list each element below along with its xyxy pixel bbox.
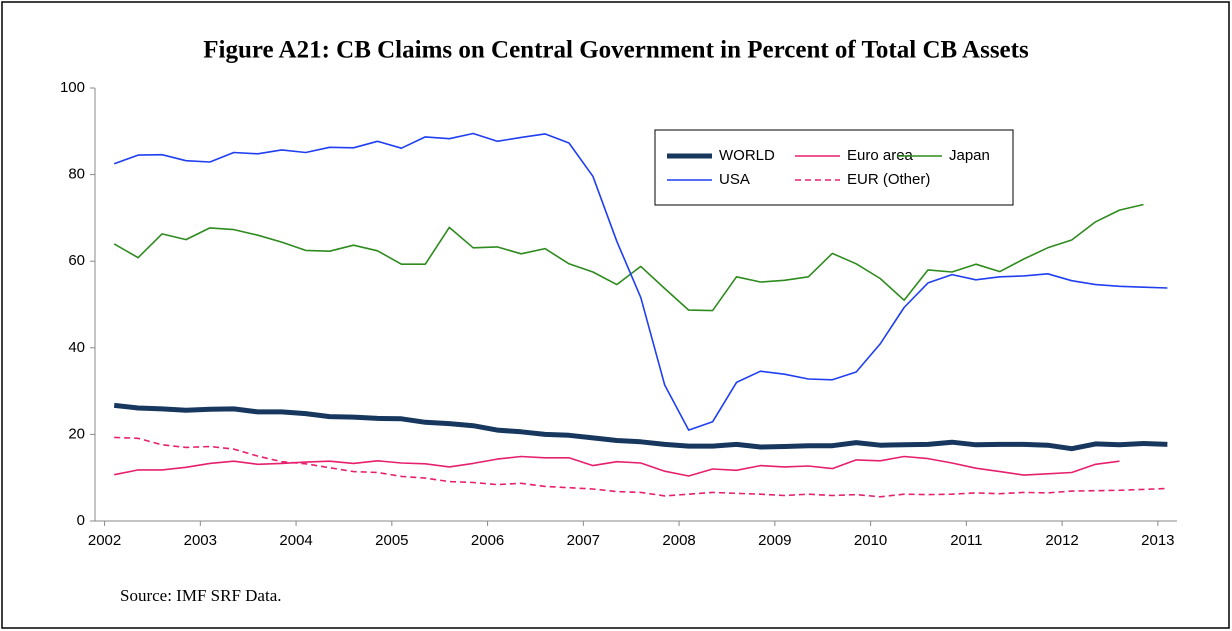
x-tick-label: 2007 [567, 532, 600, 549]
y-tick-label: 40 [68, 339, 85, 356]
y-tick-label: 100 [60, 79, 85, 96]
series-line [113, 402, 1168, 452]
x-tick-label: 2008 [662, 532, 695, 549]
x-tick-label: 2003 [184, 532, 217, 549]
legend-label: WORLD [719, 147, 775, 164]
series-line [113, 132, 1168, 431]
series-line [113, 203, 1144, 312]
legend-label: Euro area [847, 147, 914, 164]
x-tick-label: 2004 [279, 532, 312, 549]
x-tick-label: 2005 [375, 532, 408, 549]
legend-label: EUR (Other) [847, 171, 930, 188]
x-tick-label: 2013 [1141, 532, 1174, 549]
chart-title: Figure A21: CB Claims on Central Governm… [203, 37, 1029, 64]
series-line [114, 436, 1168, 498]
legend-box [654, 129, 1014, 206]
source-note: Source: IMF SRF Data. [120, 586, 282, 605]
y-tick-label: 0 [77, 512, 85, 529]
x-tick-label: 2006 [471, 532, 504, 549]
series-line [114, 455, 1120, 477]
x-tick-label: 2010 [854, 532, 887, 549]
y-tick-label: 80 [68, 166, 85, 183]
x-tick-label: 2012 [1045, 532, 1078, 549]
x-tick-label: 2002 [88, 532, 121, 549]
y-tick-label: 60 [68, 252, 85, 269]
legend-label: Japan [949, 147, 990, 164]
x-tick-label: 2009 [758, 532, 791, 549]
legend-label: USA [719, 171, 750, 188]
x-tick-label: 2011 [950, 532, 982, 549]
y-tick-label: 20 [68, 425, 85, 442]
